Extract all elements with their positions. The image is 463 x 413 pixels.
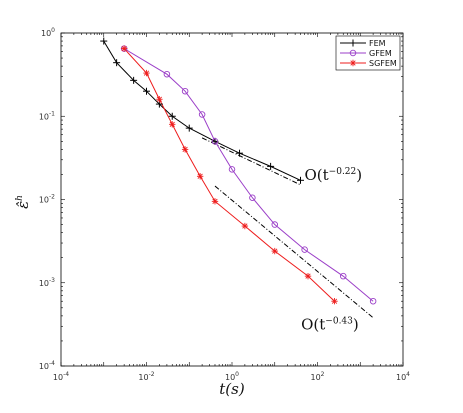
y-axis-label: ε̂h <box>14 195 32 209</box>
data-point <box>156 96 162 102</box>
x-axis-label: t(s) <box>219 380 245 398</box>
data-point <box>228 166 236 173</box>
slope-annotation: O(t−0.22) <box>304 166 362 184</box>
data-point <box>271 221 279 228</box>
y-tick-label: 10-2 <box>39 194 55 205</box>
data-point <box>169 121 175 127</box>
x-tick-labels: 10-4 10-2 100 102 104 <box>53 371 410 382</box>
data-point <box>350 60 356 66</box>
axis-ticks <box>60 32 404 367</box>
data-point <box>211 138 219 145</box>
y-axis-label-main: ε̂ <box>14 201 32 209</box>
x-tick-label: 104 <box>396 371 410 382</box>
data-point <box>331 298 338 304</box>
reference-slope-line <box>201 137 301 186</box>
y-tick-label: 10-1 <box>39 110 55 121</box>
data-point <box>197 173 203 179</box>
reference-lines <box>201 137 374 319</box>
legend-label: SGFEM <box>369 59 397 68</box>
data-point <box>143 70 150 76</box>
x-tick-label: 102 <box>310 371 324 382</box>
slope-annotations: O(t−0.22) O(t−0.43) <box>301 166 362 334</box>
y-tick-label: 100 <box>41 27 55 38</box>
data-point <box>249 194 256 201</box>
data-point <box>369 297 377 305</box>
data-point <box>349 49 357 57</box>
svg-text:ε̂h: ε̂h <box>14 195 32 209</box>
data-point <box>182 146 188 153</box>
reference-slope-line <box>214 185 374 319</box>
legend-label: GFEM <box>369 49 392 58</box>
data-point <box>242 223 248 229</box>
series-markers <box>100 37 377 305</box>
y-tick-labels: 100 10-1 10-2 10-3 10-4 <box>39 27 55 371</box>
data-point <box>163 70 171 78</box>
y-tick-label: 10-3 <box>39 277 55 288</box>
x-tick-label: 10-2 <box>138 371 154 382</box>
series-line-gfem <box>123 48 374 302</box>
y-axis-label-sup: h <box>15 195 25 201</box>
slope-annotation: O(t−0.43) <box>301 316 359 334</box>
data-point <box>305 273 311 279</box>
plot-area <box>60 32 404 367</box>
x-tick-label: 100 <box>225 371 239 382</box>
data-point <box>339 272 347 280</box>
legend-label: FEM <box>369 39 386 48</box>
data-point <box>212 198 218 204</box>
data-point <box>198 111 206 118</box>
y-tick-label: 10-4 <box>39 360 55 371</box>
data-point <box>121 45 127 52</box>
data-point <box>272 248 278 254</box>
x-tick-label: 10-4 <box>53 371 69 382</box>
data-point <box>181 87 189 95</box>
data-point <box>301 246 308 253</box>
